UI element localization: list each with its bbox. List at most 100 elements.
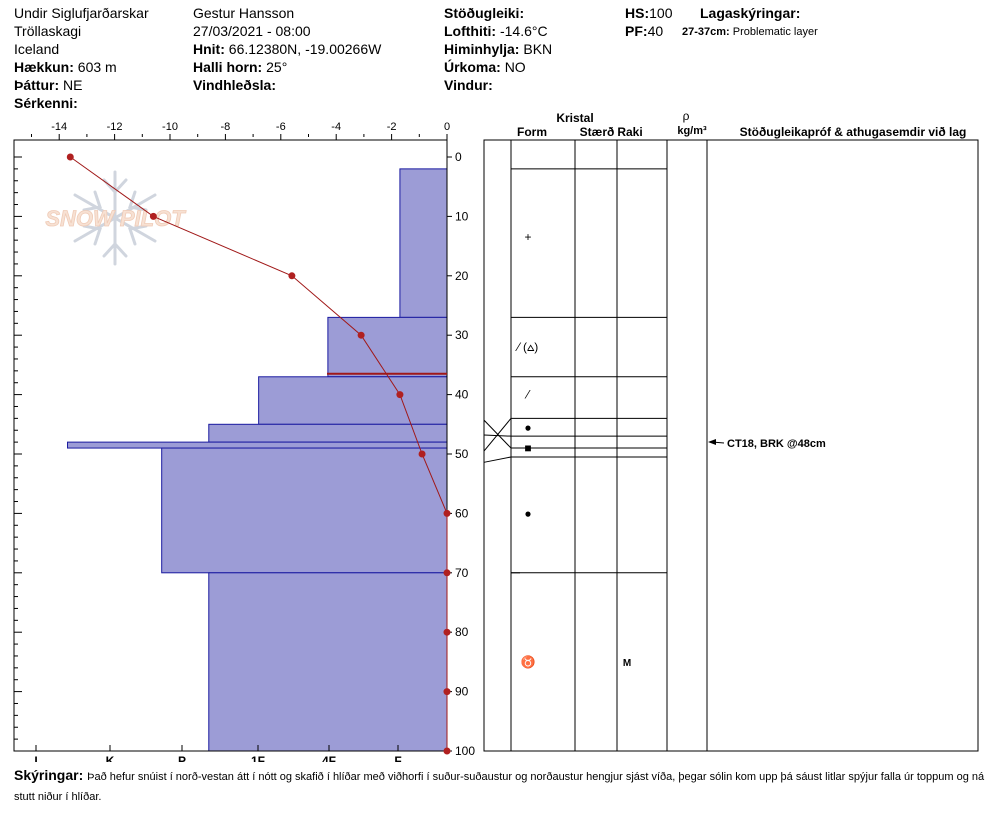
- depth-axis: 0 10 20 30 40 50 60 70 80 90 100: [14, 150, 475, 758]
- layer-leader-line: [483, 419, 512, 449]
- wind-row: Vindur:: [444, 76, 552, 94]
- temperature-profile: [66, 153, 451, 755]
- test-arrow-icon: [708, 439, 716, 445]
- temp-tick-label: 0: [444, 121, 450, 133]
- temperature-axis: -14 -12 -10 -8 -6 -4 -2 0: [31, 121, 450, 140]
- coords-row: Hnit: 66.12380N, -19.00266W: [193, 40, 381, 58]
- size-header: Stærð: [580, 125, 615, 139]
- temperature-point: [443, 747, 451, 755]
- hardness-layer-bar: [208, 423, 448, 443]
- slope-label: Halli horn:: [193, 59, 263, 75]
- layer-leader-line: [483, 456, 512, 463]
- temperature-point: [443, 628, 451, 636]
- hs-value: 100: [649, 5, 673, 21]
- hs-row: HS:100: [625, 4, 672, 22]
- stability-label: Stöðugleiki:: [444, 5, 525, 21]
- temp-tick-label: -10: [162, 121, 178, 133]
- grain-form-symbol: ●: [524, 420, 531, 434]
- slope-row: Halli horn: 25°: [193, 58, 381, 76]
- snow-profile-chart: SNOW PILOT -14 -12 -10 -8 -6 -4 -2 0 0 10 20 30 40 5…: [13, 109, 979, 762]
- header-col-2: Gestur Hansson 27/03/2021 - 08:00 Hnit: …: [193, 4, 381, 94]
- remarks-text: Það hefur snúist í norð-vestan átt í nót…: [14, 771, 985, 803]
- temp-tick-label: -12: [107, 121, 123, 133]
- header-col-4: HS:100 PF:40: [625, 4, 672, 40]
- grain-form-symbol: +: [524, 230, 531, 244]
- grain-form-symbol: ●: [524, 506, 531, 520]
- airtemp-label: Lofthiti:: [444, 23, 497, 39]
- depth-tick-label: 80: [455, 625, 469, 639]
- test-annotation: CT18, BRK @48cm: [727, 438, 826, 450]
- remarks-label: Skýringar:: [14, 767, 84, 783]
- rho-header: ρ: [683, 109, 690, 123]
- header-col-5: Lagaskýringar:: [700, 4, 800, 22]
- temperature-point: [357, 331, 365, 339]
- hardness-tick-label: P: [178, 754, 186, 762]
- precip-row: Úrkoma: NO: [444, 58, 552, 76]
- temperature-point: [443, 569, 451, 577]
- temperature-point: [396, 391, 404, 399]
- sky-label: Himinhylja:: [444, 41, 520, 57]
- airtemp-row: Lofthiti: -14.6°C: [444, 22, 552, 40]
- moisture-symbol: M: [623, 658, 631, 669]
- sky-value: BKN: [523, 41, 553, 57]
- layer-leader-line: [483, 434, 512, 437]
- wind-load-label: Vindhleðsla:: [193, 77, 276, 93]
- layer-rows: [483, 168, 667, 752]
- watermark-text: SNOW PILOT: [45, 206, 186, 231]
- features-label: Sérkenni:: [14, 95, 78, 111]
- layer-table: Kristal Form Stærð Raki ρ kg/m³ Stöðugle…: [483, 109, 979, 752]
- hardness-axis: I K P 1F 4F F: [34, 745, 402, 762]
- airtemp-value: -14.6°C: [499, 23, 548, 39]
- hardness-tick-label: F: [394, 754, 401, 762]
- stability-row: Stöðugleiki:: [444, 4, 552, 22]
- remarks-block: Skýringar: Það hefur snúist í norð-vesta…: [14, 766, 989, 806]
- depth-tick-label: 50: [455, 447, 469, 461]
- temp-tick-label: -4: [331, 121, 341, 133]
- depth-tick-label: 60: [455, 506, 469, 520]
- hardness-tick-label: 1F: [251, 754, 265, 762]
- aspect-value: NE: [63, 77, 83, 93]
- hardness-tick-label: I: [34, 754, 37, 762]
- obs-datetime: 27/03/2021 - 08:00: [193, 23, 311, 39]
- depth-tick-label: 90: [455, 685, 469, 699]
- precip-label: Úrkoma:: [444, 59, 501, 75]
- wind-label: Vindur:: [444, 77, 493, 93]
- temperature-point: [418, 450, 426, 458]
- depth-tick-label: 100: [455, 744, 475, 758]
- hardness-layer-bar: [327, 316, 448, 378]
- temperature-point: [443, 688, 451, 696]
- temp-tick-label: -2: [387, 121, 397, 133]
- hardness-bars: [67, 168, 448, 752]
- temp-tick-label: -8: [221, 121, 231, 133]
- hardness-layer-bar: [258, 376, 448, 425]
- hs-label: HS:: [625, 5, 650, 21]
- country-name: Iceland: [14, 41, 60, 57]
- moisture-header: Raki: [617, 125, 642, 139]
- pf-value: 40: [647, 23, 664, 39]
- sky-row: Himinhylja: BKN: [444, 40, 552, 58]
- location-name: Undir Siglufjarðarskar: [14, 5, 149, 21]
- temperature-point: [66, 153, 74, 161]
- depth-tick-label: 0: [455, 150, 462, 164]
- hardness-layer-bar: [67, 441, 448, 449]
- hardness-tick-label: 4F: [322, 754, 336, 762]
- wind-load-row: Vindhleðsla:: [193, 76, 381, 94]
- elevation-label: Hækkun:: [14, 59, 74, 75]
- depth-tick-label: 70: [455, 566, 469, 580]
- aspect-row: Þáttur: NE: [14, 76, 149, 94]
- region-name: Tröllaskagi: [14, 23, 82, 39]
- coords-value: 66.12380N, -19.00266W: [228, 41, 382, 57]
- features-row: Sérkenni:: [14, 94, 149, 112]
- aspect-label: Þáttur:: [14, 77, 60, 93]
- profile-plot-frame: [13, 139, 448, 752]
- layer-notes-label: Lagaskýringar:: [700, 5, 801, 21]
- layer-note-range: 27-37cm:: [682, 26, 730, 38]
- pf-row: PF:40: [625, 22, 672, 40]
- test-result: CT18, BRK @48cm: [708, 438, 826, 450]
- form-symbols: + ⁄ (⩟) ⁄ ● ■ ● ♉ M: [515, 230, 631, 669]
- elevation-value: 603 m: [77, 59, 117, 75]
- depth-tick-label: 20: [455, 269, 469, 283]
- header-col-3: Stöðugleiki: Lofthiti: -14.6°C Himinhylj…: [444, 4, 552, 94]
- grain-form-symbol: ⁄ (⩟): [515, 340, 539, 354]
- snowflake-icon: [73, 170, 157, 266]
